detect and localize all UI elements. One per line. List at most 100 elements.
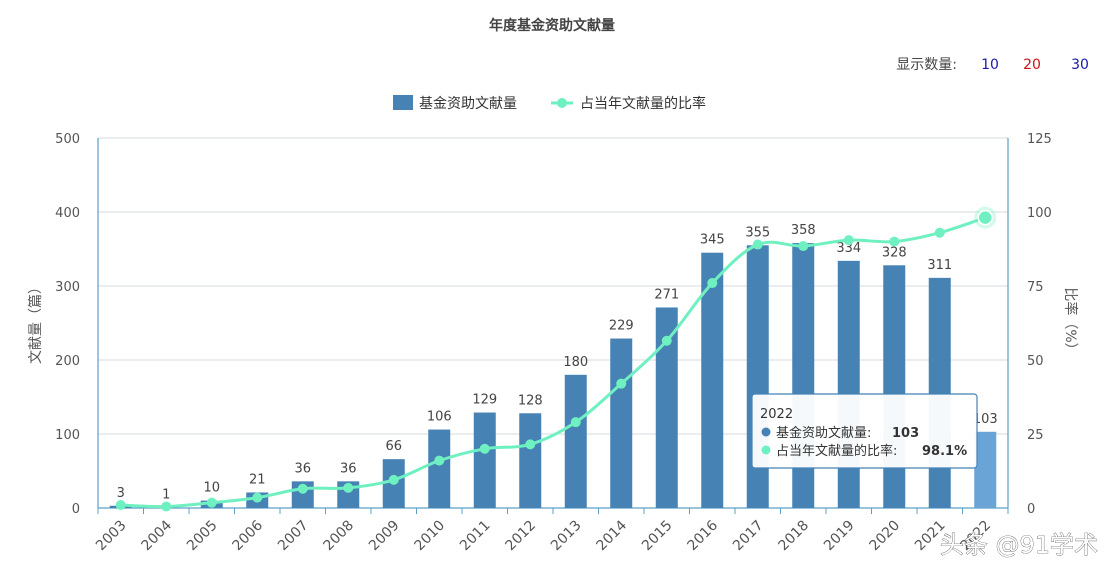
y-axis-right-ticks: 0 25 50 75 100 125 <box>1027 132 1052 517</box>
tooltip-line-value: 98.1% <box>922 444 967 459</box>
line-point[interactable] <box>252 492 263 503</box>
bar-value-label: 36 <box>294 461 311 476</box>
watermark: 头条 @91学术 <box>940 531 1098 559</box>
legend-item-bar[interactable]: 基金资助文献量 <box>393 95 517 112</box>
tooltip: 2022 基金资助文献量: 103 占当年文献量的比率: 98.1% <box>751 393 978 469</box>
bar-value-label: 229 <box>609 319 634 334</box>
x-tick-label: 2006 <box>230 517 267 554</box>
line-point[interactable] <box>889 236 900 247</box>
bar[interactable] <box>519 413 542 508</box>
y-right-tick-label: 25 <box>1027 428 1044 443</box>
y-left-tick-label: 0 <box>72 502 80 517</box>
bar-value-label: 355 <box>745 225 770 240</box>
line-point[interactable] <box>616 378 627 389</box>
bar[interactable] <box>473 412 496 508</box>
display-count-option-30[interactable]: 30 <box>1071 57 1089 73</box>
bar-value-label: 328 <box>882 245 907 260</box>
display-count-option-10[interactable]: 10 <box>981 57 999 73</box>
bar-value-label: 66 <box>385 439 402 454</box>
y-left-tick-label: 400 <box>55 206 80 221</box>
tooltip-bar-value: 103 <box>892 426 919 441</box>
x-tick-label: 2016 <box>685 517 722 554</box>
bar-value-label: 180 <box>563 355 588 370</box>
tooltip-line-marker <box>761 445 771 455</box>
line-point[interactable] <box>934 227 945 238</box>
y-right-tick-label: 0 <box>1027 502 1035 517</box>
line-point[interactable] <box>434 455 445 466</box>
tooltip-bar-marker <box>761 427 771 437</box>
y-axis-left-title: 文献量（篇） <box>28 280 44 364</box>
bar-value-label: 345 <box>700 233 725 248</box>
display-count-option-20[interactable]: 20 <box>1023 57 1041 73</box>
x-tick-label: 2004 <box>139 517 176 554</box>
x-axis-ticks: 2003 2004 2005 2006 2007 2008 2009 2010 2011 2012… <box>93 517 994 554</box>
x-tick-label: 2013 <box>548 518 585 555</box>
tooltip-category: 2022 <box>760 407 793 422</box>
line-point[interactable] <box>206 497 217 508</box>
line-point[interactable] <box>570 417 581 428</box>
x-tick-label: 2007 <box>275 518 312 555</box>
bar-value-label: 128 <box>518 393 543 408</box>
bar-value-label: 129 <box>472 393 497 408</box>
legend-bar-swatch <box>393 95 413 110</box>
line-point[interactable] <box>525 439 536 450</box>
bar-value-label: 10 <box>203 481 220 496</box>
x-tick-label: 2010 <box>412 518 449 555</box>
legend: 基金资助文献量 占当年文献量的比率 <box>393 95 706 112</box>
y-left-tick-label: 500 <box>55 132 80 147</box>
bar-data-labels: 3 1 10 21 36 36 66 106 129 128 180 229 271 345 355 358 3… <box>117 223 998 502</box>
legend-line-marker <box>557 98 567 108</box>
bar[interactable] <box>655 307 678 508</box>
line-point[interactable] <box>798 241 809 252</box>
bar-value-label: 36 <box>340 461 357 476</box>
bar-value-label: 271 <box>654 287 679 302</box>
display-count-label: 显示数量: <box>896 57 957 73</box>
line-point[interactable] <box>752 239 763 250</box>
bar-value-label: 103 <box>973 412 998 427</box>
line-point[interactable] <box>661 335 672 346</box>
line-point[interactable] <box>161 501 172 512</box>
bar[interactable] <box>837 260 860 508</box>
tooltip-line-label: 占当年文献量的比率: <box>776 443 897 459</box>
line-point[interactable] <box>977 209 993 226</box>
display-count-control: 显示数量: 10 20 30 <box>896 57 1089 73</box>
bar[interactable] <box>928 277 951 508</box>
line-point[interactable] <box>843 235 854 246</box>
tooltip-bar-label: 基金资助文献量: <box>776 425 871 441</box>
bar[interactable] <box>701 252 724 508</box>
x-tick-label: 2017 <box>730 518 767 555</box>
legend-item-line[interactable]: 占当年文献量的比率 <box>551 95 706 112</box>
x-tick-label: 2020 <box>867 518 904 555</box>
line-point[interactable] <box>115 500 126 511</box>
x-tick-label: 2003 <box>93 518 130 555</box>
x-tick-label: 2008 <box>321 518 358 555</box>
line-point[interactable] <box>388 474 399 485</box>
bar[interactable] <box>883 265 906 508</box>
line-point[interactable] <box>479 443 490 454</box>
grid <box>98 137 1008 435</box>
tooltip-box <box>751 393 978 469</box>
x-tick-label: 2019 <box>821 518 858 555</box>
x-tick-label: 2018 <box>776 518 813 555</box>
line-point[interactable] <box>707 278 718 289</box>
bar[interactable] <box>974 431 997 508</box>
bar[interactable] <box>428 429 451 508</box>
line-point[interactable] <box>343 482 354 493</box>
line-series <box>115 206 997 512</box>
bar[interactable] <box>564 374 587 508</box>
legend-line-label: 占当年文献量的比率 <box>580 95 706 112</box>
bar-value-label: 311 <box>927 258 952 273</box>
x-tick-label: 2014 <box>594 517 631 554</box>
x-tick-label: 2015 <box>639 518 676 555</box>
line-point[interactable] <box>297 483 308 494</box>
legend-bar-label: 基金资助文献量 <box>419 95 517 112</box>
bar-value-label: 3 <box>117 486 125 501</box>
y-right-tick-label: 50 <box>1027 354 1044 369</box>
y-left-tick-label: 300 <box>55 280 80 295</box>
bar[interactable] <box>610 338 633 508</box>
bar-value-label: 334 <box>836 241 861 256</box>
y-axis-right-title: 比率（%） <box>1062 287 1079 356</box>
bar-value-label: 1 <box>162 487 170 502</box>
y-right-tick-label: 75 <box>1027 280 1044 295</box>
